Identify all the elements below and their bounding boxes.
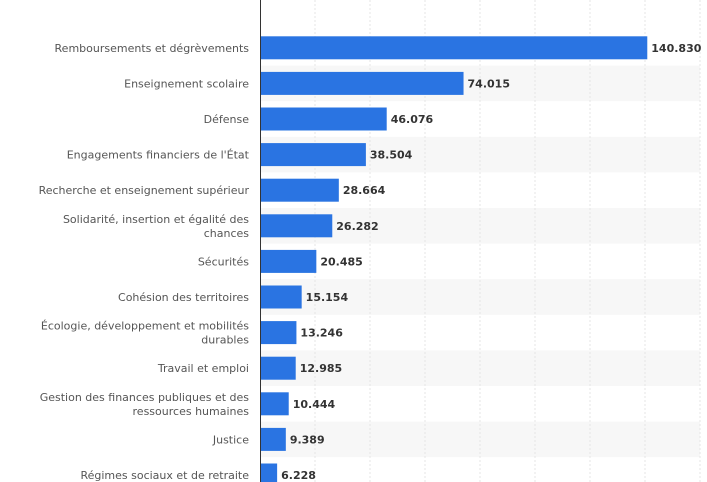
category-label: Régimes sociaux et de retraite bbox=[80, 469, 249, 482]
bar[interactable] bbox=[260, 178, 339, 202]
data-label: 26.282 bbox=[336, 220, 378, 233]
category-label: Sécurités bbox=[198, 255, 249, 268]
data-label: 46.076 bbox=[391, 113, 434, 126]
category-label: Enseignement scolaire bbox=[124, 77, 249, 90]
row-band bbox=[260, 421, 700, 458]
category-label: Défense bbox=[204, 113, 250, 126]
data-label: 12.985 bbox=[300, 362, 342, 375]
data-label: 15.154 bbox=[306, 291, 349, 304]
value-labels: 140.830 74.015 46.076 38.504 28.664 26.282 20.… bbox=[281, 42, 702, 482]
bar[interactable] bbox=[260, 36, 648, 60]
bar[interactable] bbox=[260, 392, 289, 416]
data-label: 9.389 bbox=[290, 433, 325, 446]
bar[interactable] bbox=[260, 249, 317, 273]
category-label: Solidarité, insertion et égalité des chan… bbox=[63, 213, 249, 240]
category-label: Travail et emploi bbox=[157, 362, 249, 375]
data-label: 20.485 bbox=[320, 255, 362, 268]
bar[interactable] bbox=[260, 214, 333, 238]
bar[interactable] bbox=[260, 321, 297, 345]
bar[interactable] bbox=[260, 356, 296, 380]
bar[interactable] bbox=[260, 427, 286, 451]
data-label: 10.444 bbox=[293, 398, 336, 411]
category-label: Justice bbox=[212, 433, 249, 446]
data-label: 38.504 bbox=[370, 149, 413, 162]
category-labels: Remboursements et dégrèvements Enseigneme… bbox=[39, 42, 250, 482]
bars bbox=[260, 36, 648, 482]
data-label: 140.830 bbox=[651, 42, 701, 55]
data-label: 6.228 bbox=[281, 469, 316, 482]
bar[interactable] bbox=[260, 285, 302, 309]
category-label: Remboursements et dégrèvements bbox=[55, 42, 250, 55]
data-label: 28.664 bbox=[343, 184, 386, 197]
data-label: 13.246 bbox=[300, 327, 343, 340]
category-label: Gestion des finances publiques et des res… bbox=[40, 391, 250, 418]
category-label: Cohésion des territoires bbox=[118, 291, 249, 304]
bar[interactable] bbox=[260, 107, 387, 131]
bar[interactable] bbox=[260, 463, 278, 482]
category-label: Engagements financiers de l'État bbox=[67, 149, 250, 162]
bar[interactable] bbox=[260, 143, 366, 167]
category-label: Recherche et enseignement supérieur bbox=[39, 184, 250, 197]
category-label: Écologie, développement et mobilités dura… bbox=[41, 320, 249, 347]
bar[interactable] bbox=[260, 71, 464, 95]
data-label: 74.015 bbox=[468, 77, 510, 90]
